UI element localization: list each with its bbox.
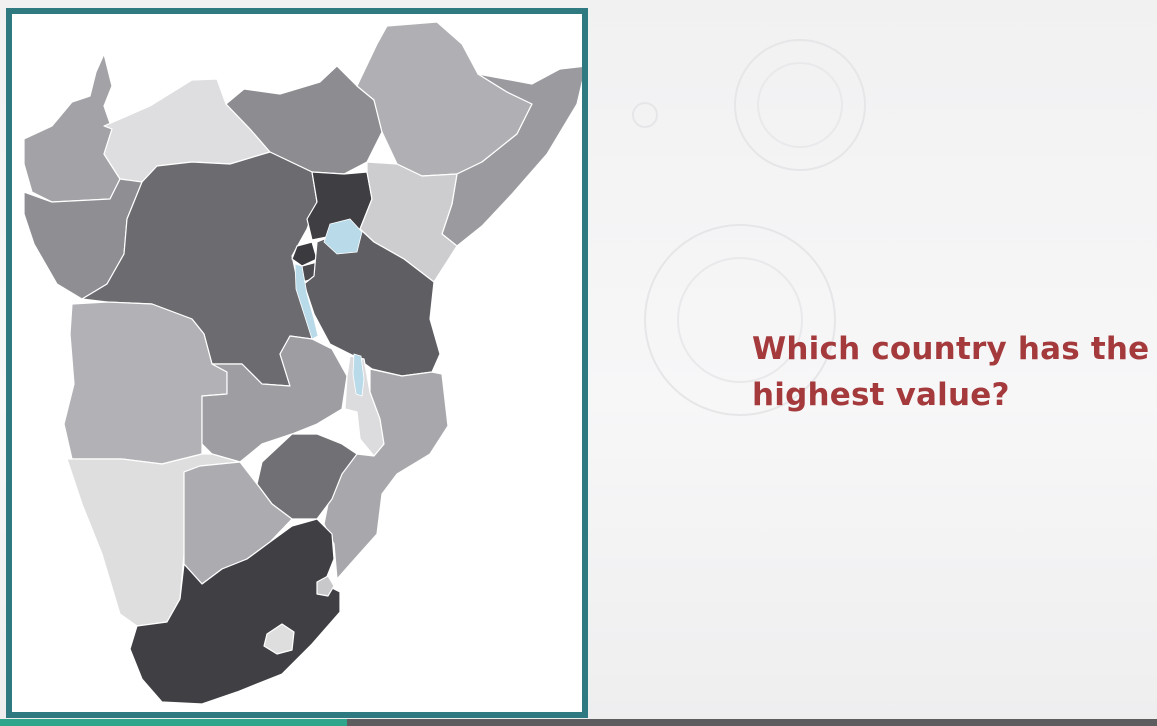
map-region-eswatini[interactable]: [316, 575, 335, 597]
map-region-rwanda[interactable]: [291, 241, 318, 267]
lake-tanganyika: [294, 263, 319, 340]
lake-malawi: [352, 353, 365, 397]
africa-choropleth-map: [23, 21, 582, 705]
map-region-south-africa[interactable]: [129, 518, 341, 705]
map-region-lesotho[interactable]: [263, 623, 295, 655]
video-progress-bar[interactable]: [0, 719, 1157, 726]
video-progress-fill: [0, 719, 348, 726]
map-region-mozambique[interactable]: [323, 368, 449, 580]
map-region-zambia[interactable]: [201, 335, 348, 463]
map-region-kenya[interactable]: [359, 161, 458, 283]
map-region-cameroon[interactable]: [23, 53, 121, 203]
quiz-question: Which country has the highest value?: [752, 331, 1150, 413]
map-frame: [6, 8, 588, 718]
lake-victoria: [323, 218, 363, 255]
